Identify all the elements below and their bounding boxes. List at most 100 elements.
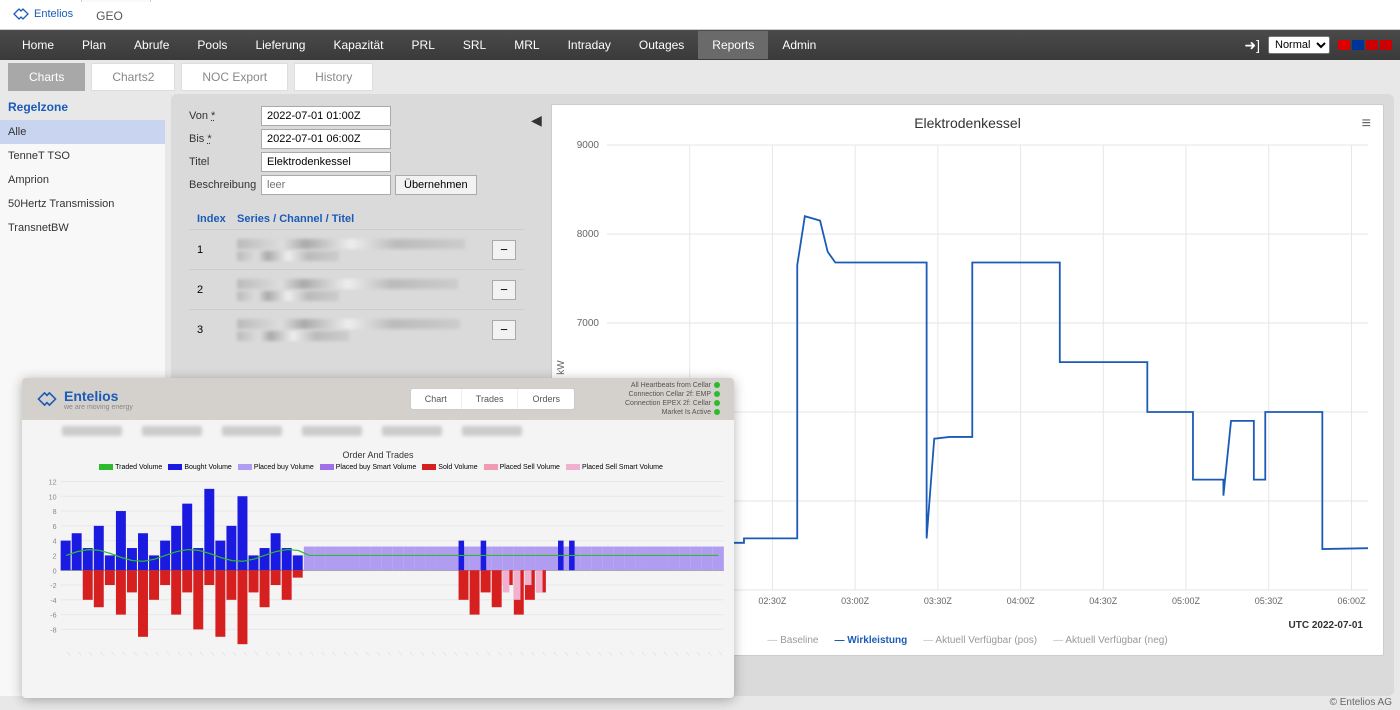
beschreibung-label: Beschreibung: [189, 179, 261, 191]
svg-text:···: ···: [639, 650, 647, 658]
svg-text:···: ···: [706, 650, 714, 658]
row-index: 1: [197, 244, 227, 256]
svg-text:···: ···: [286, 650, 294, 658]
subtab-history[interactable]: History: [294, 63, 373, 91]
overlay-legend-item: Placed buy Smart Volume: [314, 464, 417, 471]
svg-text:···: ···: [120, 650, 128, 658]
svg-text:···: ···: [407, 650, 415, 658]
svg-text:2: 2: [53, 552, 57, 560]
legend-aktuell-verf-gbar--pos-[interactable]: — Aktuell Verfügbar (pos): [923, 635, 1037, 646]
svg-text:03:00Z: 03:00Z: [841, 596, 870, 606]
sidebar-item-alle[interactable]: Alle: [0, 120, 165, 144]
overlay-bar-chart[interactable]: -8-6-4-2024681012·······················…: [22, 473, 734, 673]
svg-text:02:30Z: 02:30Z: [758, 596, 787, 606]
svg-text:···: ···: [418, 650, 426, 658]
status-line: Connection Cellar 2f: EMP: [625, 390, 720, 399]
login-icon[interactable]: ➜]: [1244, 37, 1260, 54]
svg-text:···: ···: [661, 650, 669, 658]
sidebar-item-amprion[interactable]: Amprion: [0, 168, 165, 192]
von-label: Von *: [189, 110, 261, 122]
chart-menu-icon[interactable]: ≡: [1362, 115, 1371, 133]
menu-outages[interactable]: Outages: [625, 31, 698, 59]
menu-kapazität[interactable]: Kapazität: [319, 31, 397, 59]
overlay-legend-item: Placed Sell Smart Volume: [560, 464, 663, 471]
menu-pools[interactable]: Pools: [183, 31, 241, 59]
remove-series-button[interactable]: −: [492, 240, 516, 260]
overlay-legend-item: Placed buy Volume: [232, 464, 314, 471]
overlay-tab-orders[interactable]: Orders: [518, 389, 574, 409]
svg-text:4: 4: [53, 538, 57, 546]
flag-icon[interactable]: [1352, 40, 1364, 50]
flag-icon[interactable]: [1380, 40, 1392, 50]
app-tab-geo[interactable]: GEO: [81, 2, 151, 29]
menu-srl[interactable]: SRL: [449, 31, 500, 59]
svg-text:···: ···: [363, 650, 371, 658]
svg-text:···: ···: [695, 650, 703, 658]
legend-aktuell-verf-gbar--neg-[interactable]: — Aktuell Verfügbar (neg): [1053, 635, 1168, 646]
overlay-tab-chart[interactable]: Chart: [411, 389, 462, 409]
titel-label: Titel: [189, 156, 261, 168]
sidebar-item-50hertz-transmission[interactable]: 50Hertz Transmission: [0, 192, 165, 216]
beschreibung-input[interactable]: [261, 175, 391, 195]
subtab-noc-export[interactable]: NOC Export: [181, 63, 288, 91]
flag-icon[interactable]: [1338, 40, 1350, 50]
menu-lieferung[interactable]: Lieferung: [241, 31, 319, 59]
app-tab-bar: Entelios CockpitGEO: [0, 0, 1400, 30]
menu-reports[interactable]: Reports: [698, 31, 768, 59]
menu-home[interactable]: Home: [8, 31, 68, 59]
svg-text:···: ···: [175, 650, 183, 658]
svg-text:···: ···: [341, 650, 349, 658]
titel-input[interactable]: [261, 152, 391, 172]
collapse-arrow-icon[interactable]: ◀: [531, 112, 542, 129]
svg-text:···: ···: [684, 650, 692, 658]
svg-text:···: ···: [230, 650, 238, 658]
subtab-charts[interactable]: Charts: [8, 63, 85, 91]
footer-copyright: © Entelios AG: [1330, 696, 1392, 710]
svg-text:04:30Z: 04:30Z: [1089, 596, 1118, 606]
remove-series-button[interactable]: −: [492, 280, 516, 300]
sidebar-item-transnetbw[interactable]: TransnetBW: [0, 216, 165, 240]
bis-input[interactable]: [261, 129, 391, 149]
overlay-legend-item: Bought Volume: [162, 464, 231, 471]
subtab-charts2[interactable]: Charts2: [91, 63, 175, 91]
mode-select[interactable]: Normal: [1268, 36, 1330, 54]
col-series: Series / Channel / Titel: [237, 213, 354, 225]
menu-plan[interactable]: Plan: [68, 31, 120, 59]
sidebar-item-tennet-tso[interactable]: TenneT TSO: [0, 144, 165, 168]
svg-text:···: ···: [551, 650, 559, 658]
svg-text:···: ···: [396, 650, 404, 658]
menu-prl[interactable]: PRL: [398, 31, 449, 59]
menu-abrufe[interactable]: Abrufe: [120, 31, 183, 59]
svg-text:···: ···: [65, 650, 73, 658]
svg-text:···: ···: [275, 650, 283, 658]
overlay-legend-item: Placed Sell Volume: [478, 464, 560, 471]
series-row: 1 −: [189, 229, 524, 269]
menu-intraday[interactable]: Intraday: [554, 31, 625, 59]
overlay-tab-trades[interactable]: Trades: [462, 389, 519, 409]
logo-icon: [12, 7, 30, 21]
submit-button[interactable]: Übernehmen: [395, 175, 477, 195]
main-menubar: HomePlanAbrufePoolsLieferungKapazitätPRL…: [0, 30, 1400, 60]
menu-mrl[interactable]: MRL: [500, 31, 553, 59]
menu-admin[interactable]: Admin: [768, 31, 830, 59]
svg-text:···: ···: [87, 650, 95, 658]
svg-text:12: 12: [49, 479, 57, 487]
svg-text:8000: 8000: [577, 229, 600, 240]
legend-baseline[interactable]: — Baseline: [767, 635, 818, 646]
svg-text:-2: -2: [50, 582, 56, 590]
remove-series-button[interactable]: −: [492, 320, 516, 340]
flag-icon[interactable]: [1366, 40, 1378, 50]
svg-text:···: ···: [241, 650, 249, 658]
series-body: [237, 237, 482, 263]
overlay-window: Entelioswe are moving energy ChartTrades…: [22, 378, 734, 698]
svg-text:···: ···: [717, 650, 725, 658]
svg-text:···: ···: [330, 650, 338, 658]
svg-text:kW: kW: [556, 360, 567, 375]
svg-text:···: ···: [109, 650, 117, 658]
legend-wirkleistung[interactable]: — Wirkleistung: [834, 635, 907, 646]
overlay-logo-icon: [36, 390, 58, 408]
status-line: Connection EPEX 2f: Cellar: [625, 399, 720, 408]
svg-text:···: ···: [650, 650, 658, 658]
von-input[interactable]: [261, 106, 391, 126]
svg-text:···: ···: [628, 650, 636, 658]
